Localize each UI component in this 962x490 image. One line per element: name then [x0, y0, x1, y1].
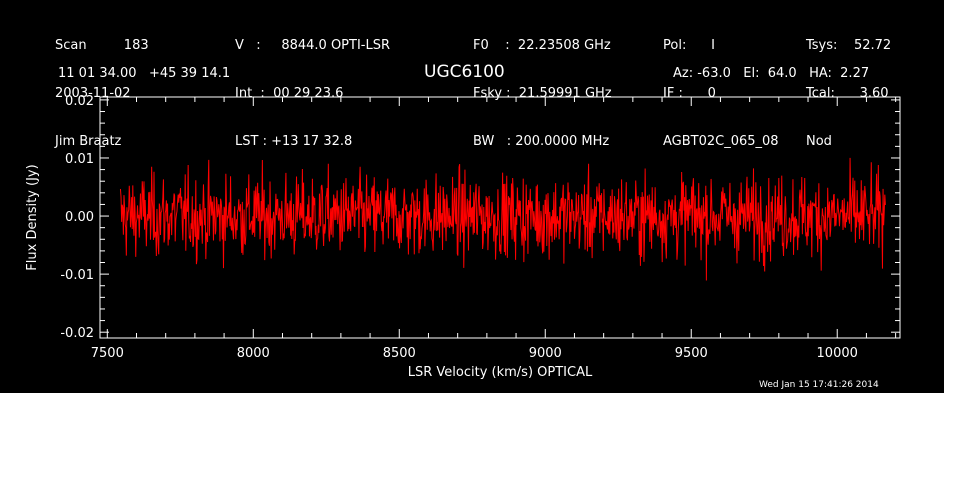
y-tick-label: 0.00: [65, 210, 94, 225]
x-tick-label: 8000: [237, 346, 270, 361]
polarization: Pol: I: [663, 38, 715, 53]
x-axis-label: LSR Velocity (km/s) OPTICAL: [408, 365, 593, 380]
x-tick-label: 8500: [383, 346, 416, 361]
x-tick-label: 9500: [675, 346, 708, 361]
scan-number: Scan 183: [55, 38, 149, 53]
spectrum-chart: 7500 8000 8500 9000 9500 10000 -0.02 -0.01 0.00 0…: [25, 94, 901, 380]
y-tick-label: -0.01: [60, 268, 94, 283]
plot-timestamp: Wed Jan 15 17:41:26 2014: [759, 380, 879, 390]
project-id: AGBT02C_065_08: [663, 134, 779, 149]
x-tick-label: 9000: [529, 346, 562, 361]
x-tick-label: 7500: [91, 346, 124, 361]
y-tick-label: -0.02: [60, 326, 94, 341]
plot-window: Scan 183 2003-11-02 Jim Braatz V : 8844.…: [0, 0, 944, 393]
if-number: IF : 0: [663, 86, 716, 101]
source-coordinates: 11 01 34.00 +45 39 14.1: [58, 66, 231, 81]
y-axis-label: Flux Density (Jy): [25, 164, 40, 270]
y-tick-label: 0.02: [65, 94, 94, 109]
tsys: Tsys: 52.72: [806, 38, 892, 53]
pol-info: Pol: I IF : 0 AGBT02C_065_08: [663, 6, 779, 182]
plot-frame: [99, 96, 901, 339]
x-tick-label: 10000: [817, 346, 858, 361]
data-layer: [119, 157, 886, 281]
source-name: UGC6100: [424, 62, 505, 82]
ticks-layer: 7500 8000 8500 9000 9500 10000 -0.02 -0.01 0.00 0…: [60, 94, 900, 361]
rest-frequency: F0 : 22.23508 GHz: [473, 38, 611, 53]
scan-info: Scan 183 2003-11-02 Jim Braatz: [55, 6, 149, 182]
y-tick-label: 0.01: [65, 152, 94, 167]
lst: LST : +13 17 32.8: [235, 134, 353, 149]
velocity: V : 8844.0 OPTI-LSR: [235, 38, 391, 53]
bandwidth: BW : 200.0000 MHz: [473, 134, 610, 149]
proc-type: Nod: [806, 134, 832, 149]
pointing-info: Az: -63.0 El: 64.0 HA: 2.27: [673, 66, 870, 81]
spectrum-trace: [119, 157, 886, 281]
